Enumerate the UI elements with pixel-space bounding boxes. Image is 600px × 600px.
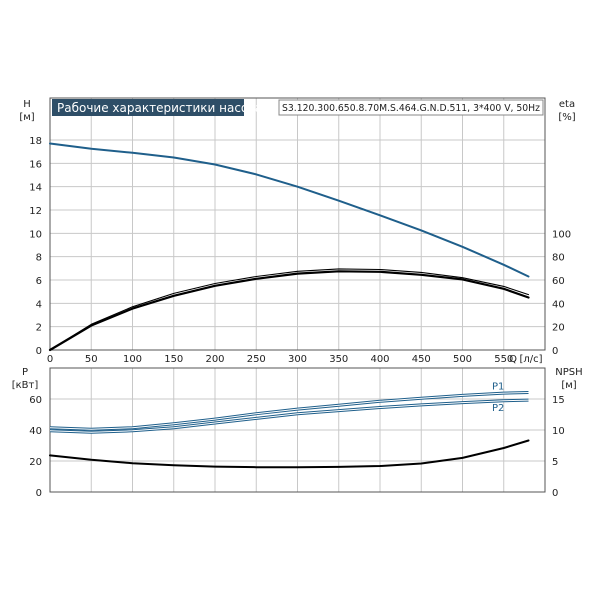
efficiency-tick-label: 80 (552, 253, 565, 264)
head-curve (49, 142, 530, 278)
power-curve-p2-highlight (49, 399, 529, 433)
flow-axis-unit: [л/с] (519, 354, 542, 365)
npsh-axis-unit: [м] (561, 380, 576, 391)
label-layer: Рабочие характеристики насоса S3.120.300.… (12, 99, 583, 499)
power-tick-label: 40 (29, 426, 42, 437)
flow-tick-label: 0 (47, 354, 53, 365)
efficiency-curve (48, 270, 530, 352)
series-layer (48, 142, 530, 469)
head-tick-label: 0 (36, 346, 42, 357)
npsh-axis-label: NPSH (555, 367, 582, 378)
series-label-p1: P1 (492, 381, 504, 392)
power-curve-p1-highlight (49, 392, 529, 430)
flow-tick-label: 300 (288, 354, 307, 365)
flow-axis-label: Q (509, 354, 517, 365)
power-curve-p1 (49, 391, 529, 431)
efficiency-tick-label: 40 (552, 299, 565, 310)
power-axis-unit: [кВт] (12, 380, 39, 391)
frame-layer (49, 97, 546, 493)
flow-tick-label: 250 (247, 354, 266, 365)
upper-plot-frame (49, 97, 546, 351)
head-tick-label: 12 (29, 206, 42, 217)
efficiency-axis-label: eta (559, 99, 575, 110)
flow-tick-label: 350 (329, 354, 348, 365)
flow-tick-label: 450 (412, 354, 431, 365)
npsh-curve (49, 439, 530, 469)
efficiency-tick-label: 20 (552, 323, 565, 334)
head-tick-label: 16 (29, 159, 42, 170)
flow-tick-label: 200 (205, 354, 224, 365)
power-tick-label: 20 (29, 457, 42, 468)
head-tick-label: 2 (36, 323, 42, 334)
model-designation: S3.120.300.650.8.70M.S.464.G.N.D.511, 3*… (282, 103, 540, 114)
flow-tick-label: 50 (85, 354, 98, 365)
flow-tick-label: 150 (164, 354, 183, 365)
npsh-tick-label: 0 (552, 488, 558, 499)
series-label-p2: P2 (492, 403, 504, 414)
head-tick-label: 4 (36, 299, 42, 310)
lower-plot-frame (49, 367, 546, 493)
head-tick-label: 6 (36, 276, 42, 287)
power-tick-label: 60 (29, 395, 42, 406)
efficiency-curve (49, 268, 530, 351)
efficiency-tick-label: 100 (552, 229, 571, 240)
model-box (278, 99, 544, 116)
head-axis-unit: [м] (19, 112, 34, 123)
flow-tick-label: 400 (370, 354, 389, 365)
power-tick-label: 0 (36, 488, 42, 499)
chart-title: Рабочие характеристики насоса (57, 101, 262, 115)
head-tick-label: 10 (29, 229, 42, 240)
efficiency-tick-label: 0 (552, 346, 558, 357)
head-tick-label: 14 (29, 183, 42, 194)
efficiency-tick-label: 60 (552, 276, 565, 287)
head-axis-label: H (23, 99, 31, 110)
flow-tick-label: 500 (453, 354, 472, 365)
chart-title-background (52, 99, 244, 116)
grid-layer (49, 98, 545, 493)
npsh-tick-label: 15 (552, 395, 565, 406)
head-tick-label: 18 (29, 136, 42, 147)
head-tick-label: 8 (36, 253, 42, 264)
flow-tick-label: 550 (494, 354, 513, 365)
flow-tick-label: 100 (123, 354, 142, 365)
npsh-tick-label: 10 (552, 426, 565, 437)
npsh-tick-label: 5 (552, 457, 558, 468)
efficiency-axis-unit: [%] (558, 112, 575, 123)
power-axis-label: P (22, 367, 28, 378)
